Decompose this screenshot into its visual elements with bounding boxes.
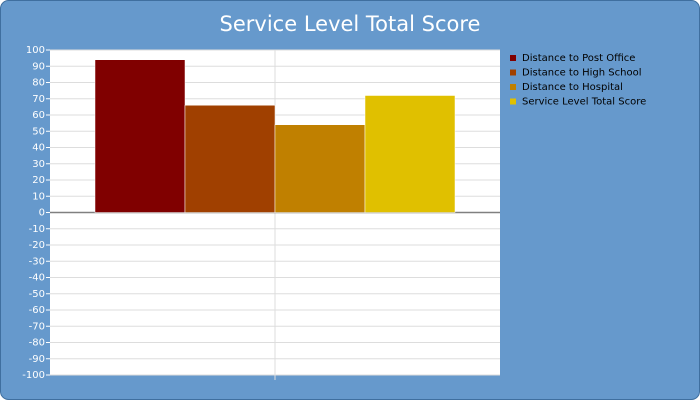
y-tick-label: 60 [32, 110, 45, 121]
bar [184, 105, 276, 213]
bar [94, 59, 186, 213]
y-tick-label: 0 [39, 208, 45, 219]
y-tick-label: -100 [22, 370, 45, 381]
legend-label: Distance to Post Office [522, 53, 635, 64]
y-tick-label: -10 [29, 224, 45, 235]
chart-title: Service Level Total Score [220, 12, 481, 36]
y-tick-label: -30 [29, 256, 45, 267]
y-tick-label: 50 [32, 126, 45, 137]
y-tick-label: -60 [29, 305, 45, 316]
legend-label: Distance to Hospital [522, 82, 623, 93]
bar [274, 124, 366, 213]
y-tick-label: 70 [32, 94, 45, 105]
y-tick-label: -50 [29, 289, 45, 300]
legend-swatch [510, 69, 516, 76]
y-tick-label: 20 [32, 175, 45, 186]
y-tick-label: -80 [29, 338, 45, 349]
legend-swatch [510, 55, 516, 61]
y-tick-label: -90 [29, 354, 45, 365]
y-tick-label: 80 [32, 78, 45, 89]
legend-swatch [510, 98, 516, 105]
y-tick-label: 100 [26, 45, 45, 56]
y-tick-label: 40 [32, 143, 45, 154]
legend-label: Distance to High School [522, 68, 641, 79]
bar [364, 95, 456, 213]
legend-swatch [510, 84, 516, 90]
y-tick-label: -20 [29, 240, 45, 251]
legend-label: Service Level Total Score [522, 97, 646, 108]
y-tick-label: -70 [29, 321, 45, 332]
y-tick-label: -40 [29, 273, 45, 284]
y-tick-label: 30 [32, 159, 45, 170]
y-tick-label: 10 [32, 191, 45, 202]
y-tick-label: 90 [32, 61, 45, 72]
